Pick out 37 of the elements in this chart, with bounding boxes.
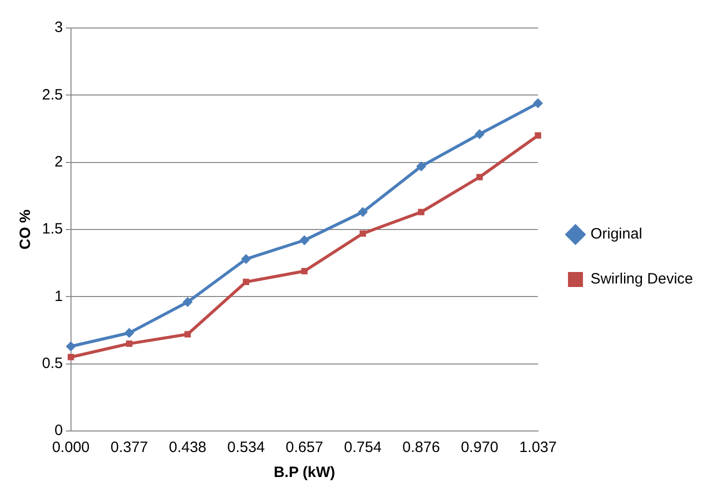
point bbox=[241, 254, 252, 264]
legend-label: Original bbox=[590, 226, 642, 243]
point bbox=[126, 340, 132, 347]
point bbox=[476, 174, 483, 180]
point bbox=[358, 207, 368, 218]
point bbox=[242, 278, 250, 286]
y-tick-label: 3 bbox=[54, 19, 63, 36]
x-tick-label: 0.534 bbox=[227, 439, 265, 456]
point bbox=[182, 297, 193, 308]
point bbox=[416, 161, 426, 172]
point bbox=[301, 268, 308, 274]
x-tick-label: 0.754 bbox=[344, 439, 382, 456]
y-tick-label: 1 bbox=[54, 288, 63, 305]
point bbox=[184, 331, 191, 338]
x-tick-label: 0.970 bbox=[460, 439, 498, 456]
x-tick-label: 1.037 bbox=[519, 439, 557, 456]
x-tick-label: 0.000 bbox=[52, 439, 90, 456]
y-tick-label: 2 bbox=[54, 153, 63, 170]
y-tick-label: 2.5 bbox=[42, 86, 63, 104]
x-tick-label: 0.876 bbox=[402, 439, 440, 456]
point bbox=[66, 341, 76, 352]
point bbox=[360, 230, 366, 237]
x-axis-title: B.P (kW) bbox=[274, 464, 336, 482]
y-tick-label: 0 bbox=[54, 422, 63, 440]
point bbox=[418, 208, 424, 216]
point bbox=[124, 328, 134, 338]
y-tick-label: 0.5 bbox=[42, 354, 63, 372]
x-tick-label: 0.657 bbox=[286, 439, 324, 456]
x-tick-label: 0.438 bbox=[168, 439, 206, 456]
point bbox=[474, 129, 485, 140]
point bbox=[68, 354, 74, 360]
y-axis-title: CO % bbox=[17, 209, 34, 250]
point bbox=[532, 98, 543, 108]
legend-label: Swirling Device bbox=[590, 270, 694, 288]
x-tick-label: 0.377 bbox=[110, 439, 148, 456]
y-tick-label: 1.5 bbox=[42, 220, 63, 238]
point bbox=[299, 235, 310, 246]
